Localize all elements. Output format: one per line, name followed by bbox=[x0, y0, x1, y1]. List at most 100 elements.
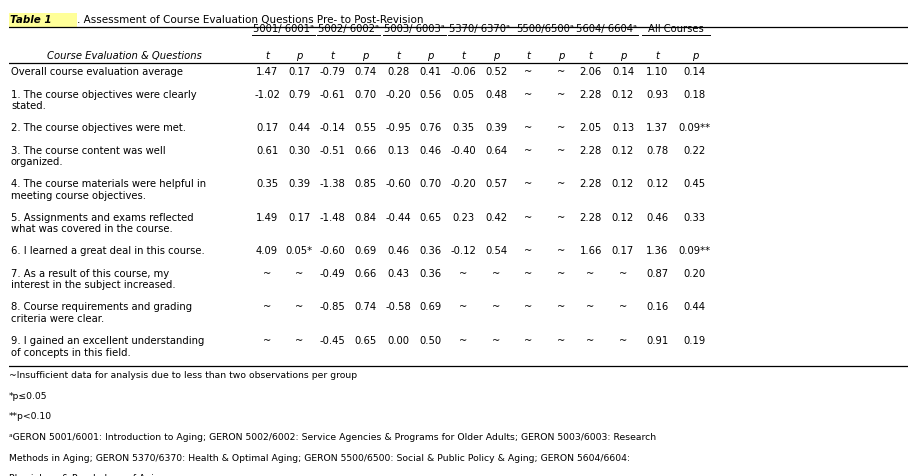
Text: 0.18: 0.18 bbox=[684, 89, 706, 99]
Text: -1.48: -1.48 bbox=[320, 213, 346, 223]
Text: p: p bbox=[620, 51, 626, 61]
Text: 0.16: 0.16 bbox=[646, 302, 668, 312]
Text: 5370/ 6370ᵃ: 5370/ 6370ᵃ bbox=[449, 24, 510, 34]
Text: 2. The course objectives were met.: 2. The course objectives were met. bbox=[11, 123, 186, 133]
Text: 5003/ 6003ᵃ: 5003/ 6003ᵃ bbox=[384, 24, 445, 34]
Text: Course Evaluation & Questions: Course Evaluation & Questions bbox=[47, 51, 202, 61]
Text: ~: ~ bbox=[557, 146, 565, 156]
Text: 0.19: 0.19 bbox=[684, 336, 706, 346]
Text: 0.23: 0.23 bbox=[452, 213, 474, 223]
Text: 0.05: 0.05 bbox=[452, 89, 474, 99]
Text: ~: ~ bbox=[295, 269, 304, 279]
Text: 1.10: 1.10 bbox=[646, 67, 668, 77]
Text: 0.46: 0.46 bbox=[420, 146, 442, 156]
Text: -0.40: -0.40 bbox=[450, 146, 476, 156]
Text: ~: ~ bbox=[525, 247, 533, 257]
Text: 4.09: 4.09 bbox=[256, 247, 278, 257]
Text: p: p bbox=[493, 51, 500, 61]
Text: 0.87: 0.87 bbox=[646, 269, 668, 279]
Text: -0.58: -0.58 bbox=[385, 302, 411, 312]
Text: -0.95: -0.95 bbox=[385, 123, 411, 133]
Text: 7. As a result of this course, my
interest in the subject increased.: 7. As a result of this course, my intere… bbox=[11, 269, 175, 290]
Text: ~: ~ bbox=[525, 269, 533, 279]
Text: 0.66: 0.66 bbox=[354, 146, 376, 156]
Text: t: t bbox=[331, 51, 335, 61]
Text: t: t bbox=[526, 51, 531, 61]
Text: 0.65: 0.65 bbox=[419, 213, 442, 223]
Text: ~: ~ bbox=[525, 336, 533, 346]
Text: 0.33: 0.33 bbox=[684, 213, 706, 223]
Text: 2.28: 2.28 bbox=[580, 146, 602, 156]
Text: -0.51: -0.51 bbox=[320, 146, 346, 156]
Text: 0.14: 0.14 bbox=[684, 67, 706, 77]
Text: 2.06: 2.06 bbox=[580, 67, 602, 77]
Text: 0.22: 0.22 bbox=[684, 146, 706, 156]
Text: 2.28: 2.28 bbox=[580, 89, 602, 99]
Text: 0.12: 0.12 bbox=[612, 89, 634, 99]
Text: 0.55: 0.55 bbox=[354, 123, 376, 133]
Text: -0.20: -0.20 bbox=[385, 89, 411, 99]
Text: t: t bbox=[461, 51, 465, 61]
Text: . Assessment of Course Evaluation Questions Pre- to Post-Revision: . Assessment of Course Evaluation Questi… bbox=[77, 15, 423, 25]
Text: 0.45: 0.45 bbox=[684, 179, 706, 189]
Text: 1.36: 1.36 bbox=[646, 247, 668, 257]
Text: ~: ~ bbox=[525, 179, 533, 189]
Text: 5. Assignments and exams reflected
what was covered in the course.: 5. Assignments and exams reflected what … bbox=[11, 213, 193, 234]
Text: 1. The course objectives were clearly
stated.: 1. The course objectives were clearly st… bbox=[11, 89, 196, 111]
Text: p: p bbox=[691, 51, 698, 61]
Text: 0.35: 0.35 bbox=[452, 123, 474, 133]
Text: 0.13: 0.13 bbox=[612, 123, 634, 133]
Text: 0.78: 0.78 bbox=[646, 146, 668, 156]
Text: 0.61: 0.61 bbox=[256, 146, 278, 156]
Text: 5500/6500ᵃ: 5500/6500ᵃ bbox=[516, 24, 574, 34]
Text: 5001/ 6001ᵃ: 5001/ 6001ᵃ bbox=[253, 24, 314, 34]
Text: 0.36: 0.36 bbox=[420, 269, 442, 279]
Text: 0.17: 0.17 bbox=[256, 123, 278, 133]
Text: *p≤0.05: *p≤0.05 bbox=[9, 392, 48, 401]
Text: 0.93: 0.93 bbox=[646, 89, 668, 99]
Text: -0.45: -0.45 bbox=[320, 336, 346, 346]
Text: -0.60: -0.60 bbox=[320, 247, 346, 257]
Text: ~: ~ bbox=[557, 123, 565, 133]
Text: ~: ~ bbox=[587, 302, 595, 312]
Text: ᵃGERON 5001/6001: Introduction to Aging; GERON 5002/6002: Service Agencies & Pro: ᵃGERON 5001/6001: Introduction to Aging;… bbox=[9, 433, 657, 442]
Text: 0.39: 0.39 bbox=[288, 179, 311, 189]
Text: ~: ~ bbox=[295, 336, 304, 346]
Text: ~: ~ bbox=[587, 269, 595, 279]
Text: 0.44: 0.44 bbox=[289, 123, 311, 133]
Text: -0.61: -0.61 bbox=[320, 89, 346, 99]
Text: 0.66: 0.66 bbox=[354, 269, 376, 279]
Text: ~: ~ bbox=[587, 336, 595, 346]
Text: 0.12: 0.12 bbox=[646, 179, 668, 189]
Text: 0.28: 0.28 bbox=[387, 67, 409, 77]
Text: 0.30: 0.30 bbox=[289, 146, 311, 156]
Text: p: p bbox=[296, 51, 303, 61]
Text: p: p bbox=[362, 51, 369, 61]
Text: ~: ~ bbox=[458, 302, 467, 312]
Text: 0.43: 0.43 bbox=[387, 269, 409, 279]
Text: t: t bbox=[655, 51, 659, 61]
Text: Overall course evaluation average: Overall course evaluation average bbox=[11, 67, 183, 77]
Text: ~: ~ bbox=[619, 302, 627, 312]
Text: -0.85: -0.85 bbox=[320, 302, 346, 312]
Text: ~: ~ bbox=[557, 67, 565, 77]
Text: -0.79: -0.79 bbox=[320, 67, 346, 77]
Text: 0.12: 0.12 bbox=[612, 146, 634, 156]
Text: 0.74: 0.74 bbox=[354, 67, 376, 77]
Text: 0.20: 0.20 bbox=[684, 269, 706, 279]
Text: 0.17: 0.17 bbox=[288, 213, 311, 223]
Text: 0.44: 0.44 bbox=[684, 302, 706, 312]
Text: 0.09**: 0.09** bbox=[679, 247, 711, 257]
Text: 0.09**: 0.09** bbox=[679, 123, 711, 133]
Text: 2.28: 2.28 bbox=[580, 179, 602, 189]
Text: -0.44: -0.44 bbox=[385, 213, 411, 223]
Text: 0.36: 0.36 bbox=[420, 247, 442, 257]
Text: 0.76: 0.76 bbox=[419, 123, 442, 133]
Text: Physiology & Psychology of Aging.: Physiology & Psychology of Aging. bbox=[9, 474, 169, 476]
Text: 2.28: 2.28 bbox=[580, 213, 602, 223]
Text: 0.70: 0.70 bbox=[420, 179, 442, 189]
Text: 0.41: 0.41 bbox=[420, 67, 442, 77]
Text: p: p bbox=[427, 51, 434, 61]
Text: 8. Course requirements and grading
criteria were clear.: 8. Course requirements and grading crite… bbox=[11, 302, 192, 324]
Text: **p<0.10: **p<0.10 bbox=[9, 413, 52, 421]
